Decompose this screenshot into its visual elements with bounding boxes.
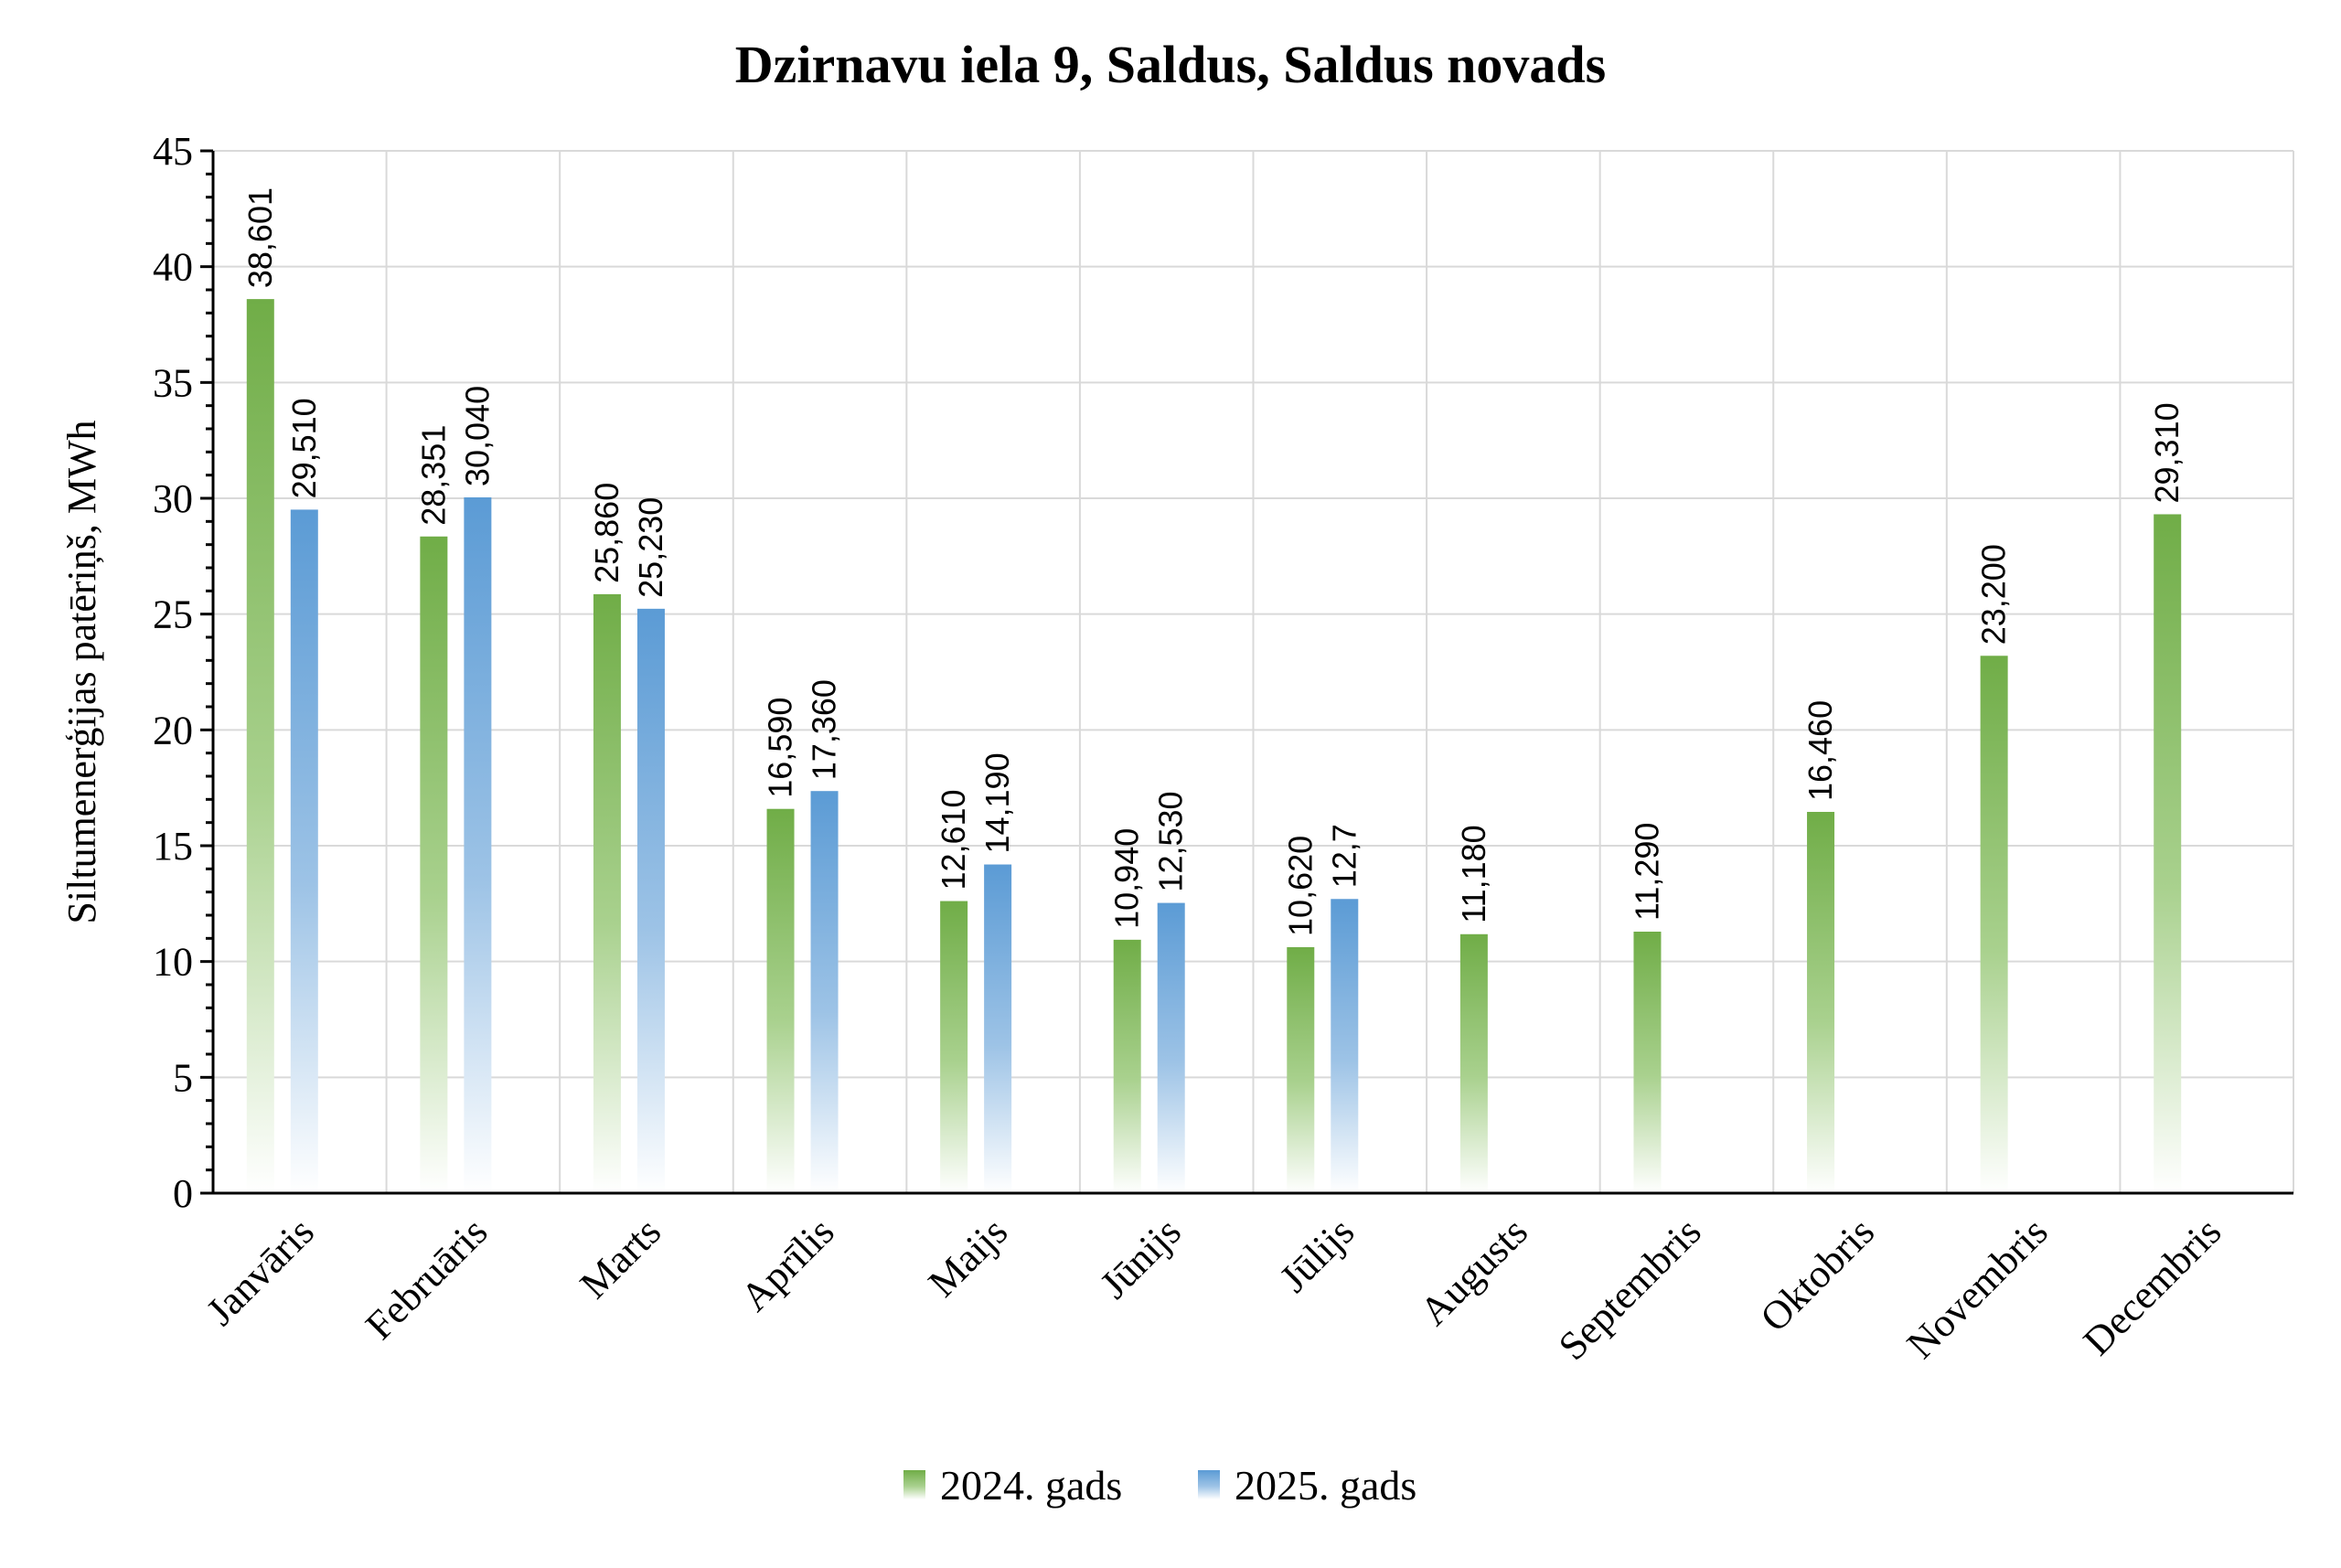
x-tick-label: Jūnijs [1092, 1209, 1190, 1307]
legend: 2024. gads 2025. gads [903, 1462, 1416, 1509]
bar-2024 [1287, 946, 1315, 1193]
data-label: 12,530 [1152, 791, 1190, 891]
bar-2024 [246, 299, 274, 1193]
bar-2025 [984, 864, 1012, 1193]
data-label: 25,230 [632, 497, 669, 598]
x-tick-label: Decembris [2075, 1209, 2229, 1363]
bar-2024 [1980, 656, 2008, 1193]
axes-layer [200, 149, 2293, 1195]
data-label: 23,200 [1975, 544, 2013, 645]
bar-2024 [1807, 812, 1835, 1193]
legend-swatch-2024 [903, 1470, 925, 1499]
data-label: 10,620 [1281, 836, 1319, 936]
chart-title: Dzirnavu iela 9, Saldus, Saldus novads [735, 35, 1606, 94]
y-tick-label: 20 [153, 708, 193, 752]
y-tick-label: 35 [153, 360, 193, 405]
bar-2024 [766, 808, 795, 1193]
x-tick-label: Oktobris [1752, 1209, 1884, 1340]
y-tick-label: 10 [153, 940, 193, 985]
x-tick-label: Janvāris [198, 1209, 323, 1334]
data-label: 16,460 [1801, 700, 1839, 801]
data-label: 28,351 [414, 425, 452, 526]
bar-2024 [1113, 939, 1141, 1193]
bar-2024 [1459, 933, 1488, 1193]
legend-label: 2024. gads [940, 1462, 1122, 1509]
bar-2024 [593, 593, 621, 1193]
bar-2024 [2154, 514, 2182, 1193]
y-tick-label: 40 [153, 245, 193, 290]
bar-2025 [290, 509, 318, 1193]
y-axis-label: Siltumenerģijas patēriņš, MWh [59, 420, 104, 923]
data-label: 17,360 [806, 679, 843, 780]
x-tick-label: Jūlijs [1271, 1209, 1363, 1300]
y-tick-label: 45 [153, 129, 193, 174]
x-tick-label: Aprīlis [732, 1209, 843, 1319]
data-label: 30,040 [458, 386, 496, 486]
x-tick-label: Februāris [357, 1209, 496, 1348]
x-tick-label: Novembris [1898, 1209, 2057, 1367]
bar-2025 [636, 608, 665, 1193]
data-label: 11,290 [1628, 823, 1665, 921]
bar-2025 [810, 791, 839, 1193]
data-label: 38,601 [241, 187, 279, 288]
data-label: 14,190 [978, 752, 1016, 853]
legend-label: 2025. gads [1235, 1462, 1416, 1509]
data-label: 29,510 [285, 398, 323, 498]
bar-2024 [940, 901, 968, 1193]
bar-2024 [1633, 931, 1662, 1193]
data-label: 12,7 [1325, 824, 1363, 888]
y-tick-label: 5 [173, 1055, 193, 1100]
y-tick-label: 15 [153, 824, 193, 869]
data-label: 12,610 [935, 789, 972, 890]
grid-layer [213, 150, 2294, 1193]
data-label: 10,940 [1108, 828, 1146, 929]
data-label: 25,860 [588, 483, 625, 583]
x-tick-label: Maijs [920, 1209, 1017, 1306]
data-label: 11,180 [1455, 825, 1492, 923]
x-tick-label: Augusts [1411, 1209, 1536, 1334]
bars-layer [246, 299, 2182, 1193]
x-tick-label: Septembris [1550, 1209, 1710, 1369]
bar-2025 [1331, 899, 1359, 1193]
bar-2024 [420, 536, 448, 1193]
data-label: 29,310 [2148, 402, 2186, 503]
bar-2025 [1157, 902, 1185, 1193]
bar-2025 [464, 496, 492, 1193]
y-tick-label: 25 [153, 592, 193, 637]
y-tick-label: 0 [173, 1171, 193, 1216]
x-tick-label: Marts [572, 1209, 669, 1307]
y-tick-label: 30 [153, 476, 193, 521]
legend-swatch-2025 [1198, 1470, 1220, 1499]
data-label: 16,590 [762, 698, 799, 798]
